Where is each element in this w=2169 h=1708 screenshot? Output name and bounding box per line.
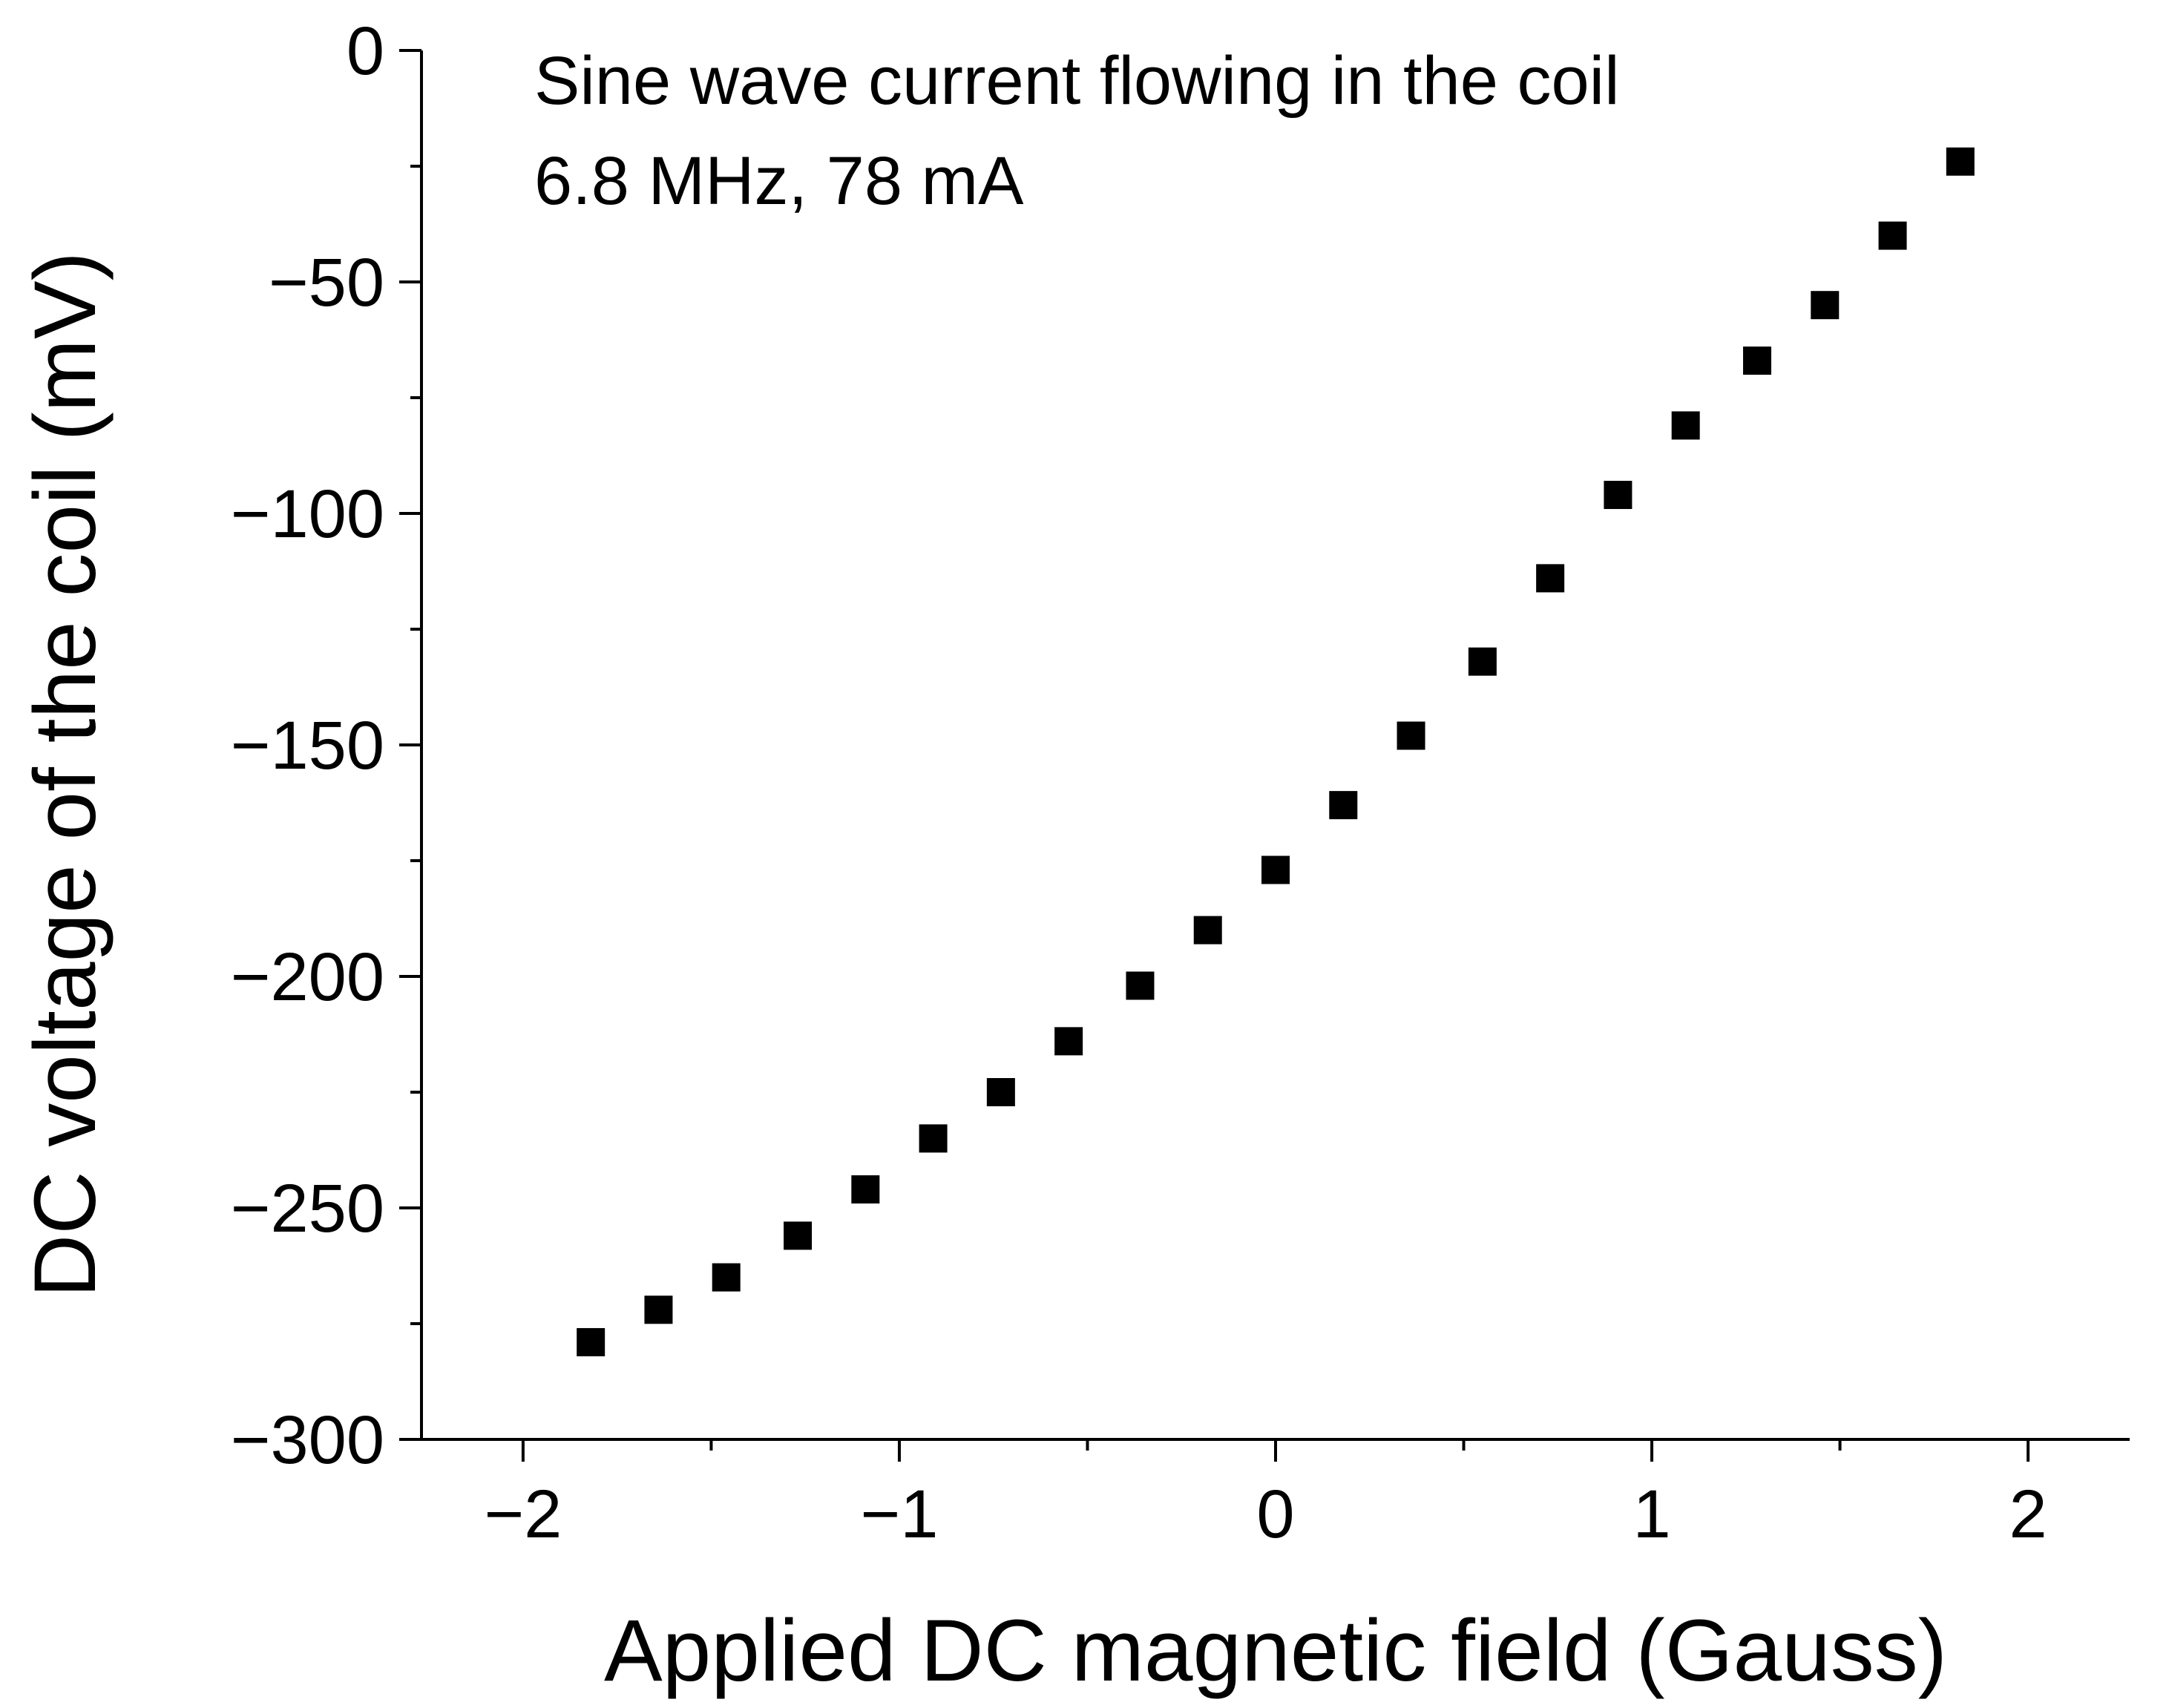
x-tick-label: 1: [1633, 1477, 1670, 1552]
data-point: [986, 1078, 1015, 1106]
data-point: [784, 1221, 813, 1250]
annotation-line-2: 6.8 MHz, 78 mA: [534, 143, 1024, 219]
data-point: [1329, 791, 1358, 820]
annotation-line-1: Sine wave current flowing in the coil: [534, 43, 1620, 119]
data-point: [1946, 147, 1975, 176]
y-tick-label: −150: [231, 708, 384, 784]
y-tick-label: −100: [231, 476, 384, 552]
data-point: [1193, 916, 1222, 945]
data-point: [851, 1175, 880, 1204]
data-point: [712, 1263, 741, 1292]
data-point: [1468, 647, 1497, 676]
y-tick-label: −200: [231, 939, 384, 1015]
y-tick-label: −50: [269, 245, 384, 321]
data-point: [1671, 411, 1700, 440]
data-point: [919, 1124, 948, 1153]
data-point: [1126, 971, 1155, 1000]
data-points: [577, 147, 1975, 1356]
axes: [420, 50, 2130, 1441]
y-tick-label: 0: [347, 13, 384, 89]
data-point: [1878, 221, 1907, 250]
data-point: [1743, 346, 1772, 375]
data-point: [1261, 855, 1290, 884]
x-ticks: −2 −1 0 1 2: [484, 1439, 2047, 1552]
data-point: [1811, 291, 1840, 320]
data-point: [1604, 481, 1633, 510]
data-point: [644, 1295, 673, 1324]
x-tick-label: 0: [1256, 1477, 1294, 1552]
y-ticks: 0 −50 −100 −150 −200 −250 −300: [231, 13, 421, 1478]
x-tick-label: 2: [2009, 1477, 2047, 1552]
x-tick-label: −2: [484, 1477, 562, 1552]
x-tick-label: −1: [860, 1477, 938, 1552]
y-tick-label: −250: [231, 1171, 384, 1246]
x-axis-title: Applied DC magnetic field (Gauss): [604, 1602, 1947, 1700]
data-point: [577, 1327, 606, 1356]
data-point: [1397, 721, 1425, 750]
data-point: [1536, 564, 1565, 593]
y-axis-title: DC voltage of the coil (mV): [16, 252, 114, 1298]
y-tick-label: −300: [231, 1402, 384, 1478]
data-point: [1054, 1027, 1083, 1056]
